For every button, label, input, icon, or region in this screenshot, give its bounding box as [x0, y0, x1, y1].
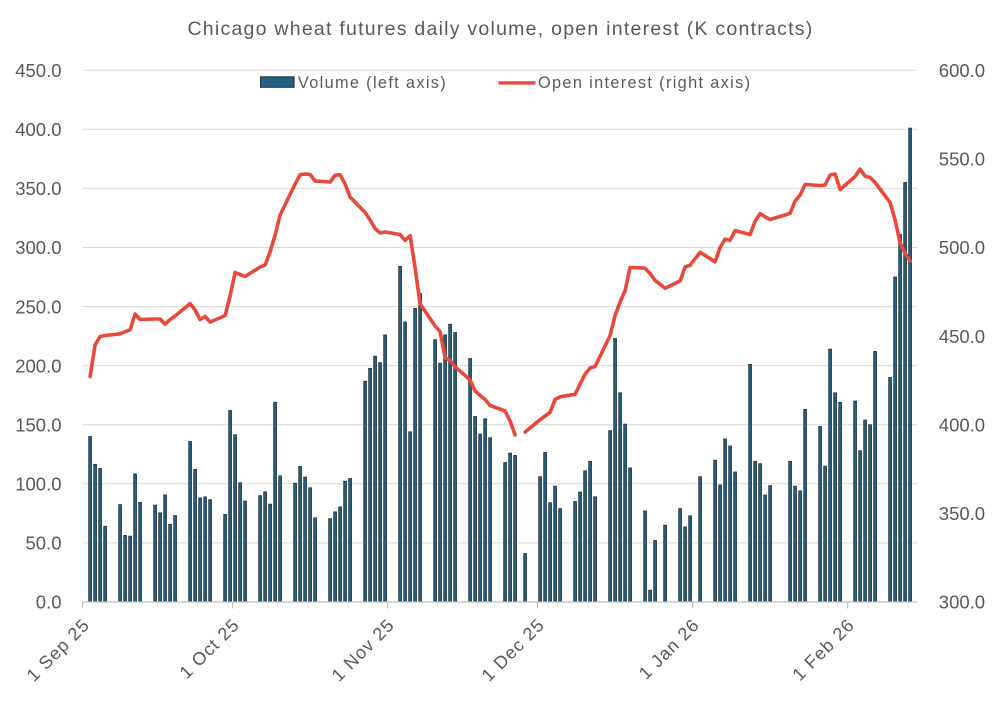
- svg-text:300.0: 300.0: [939, 592, 985, 613]
- svg-text:300.0: 300.0: [15, 237, 61, 258]
- svg-text:600.0: 600.0: [939, 60, 985, 81]
- svg-text:1 Dec 25: 1 Dec 25: [478, 615, 549, 686]
- svg-text:200.0: 200.0: [15, 355, 61, 376]
- svg-text:1 Oct 25: 1 Oct 25: [176, 615, 244, 683]
- svg-text:500.0: 500.0: [939, 237, 985, 258]
- svg-text:400.0: 400.0: [939, 414, 985, 435]
- svg-text:400.0: 400.0: [15, 119, 61, 140]
- svg-text:350.0: 350.0: [939, 503, 985, 524]
- svg-text:450.0: 450.0: [939, 326, 985, 347]
- svg-text:50.0: 50.0: [25, 533, 61, 554]
- svg-text:1 Sep 25: 1 Sep 25: [23, 615, 94, 686]
- svg-text:150.0: 150.0: [15, 414, 61, 435]
- svg-text:100.0: 100.0: [15, 474, 61, 495]
- svg-text:550.0: 550.0: [939, 149, 985, 170]
- svg-text:1 Jan 26: 1 Jan 26: [635, 615, 704, 684]
- svg-text:Chicago wheat futures daily vo: Chicago wheat futures daily volume, open…: [187, 18, 813, 40]
- svg-text:Volume (left axis): Volume (left axis): [298, 74, 447, 92]
- svg-text:1 Feb 26: 1 Feb 26: [788, 615, 858, 685]
- svg-text:450.0: 450.0: [15, 60, 61, 81]
- svg-text:Open interest (right axis): Open interest (right axis): [538, 74, 751, 92]
- svg-text:250.0: 250.0: [15, 296, 61, 317]
- svg-text:1 Nov 25: 1 Nov 25: [328, 615, 399, 686]
- svg-text:0.0: 0.0: [36, 592, 62, 613]
- svg-text:350.0: 350.0: [15, 178, 61, 199]
